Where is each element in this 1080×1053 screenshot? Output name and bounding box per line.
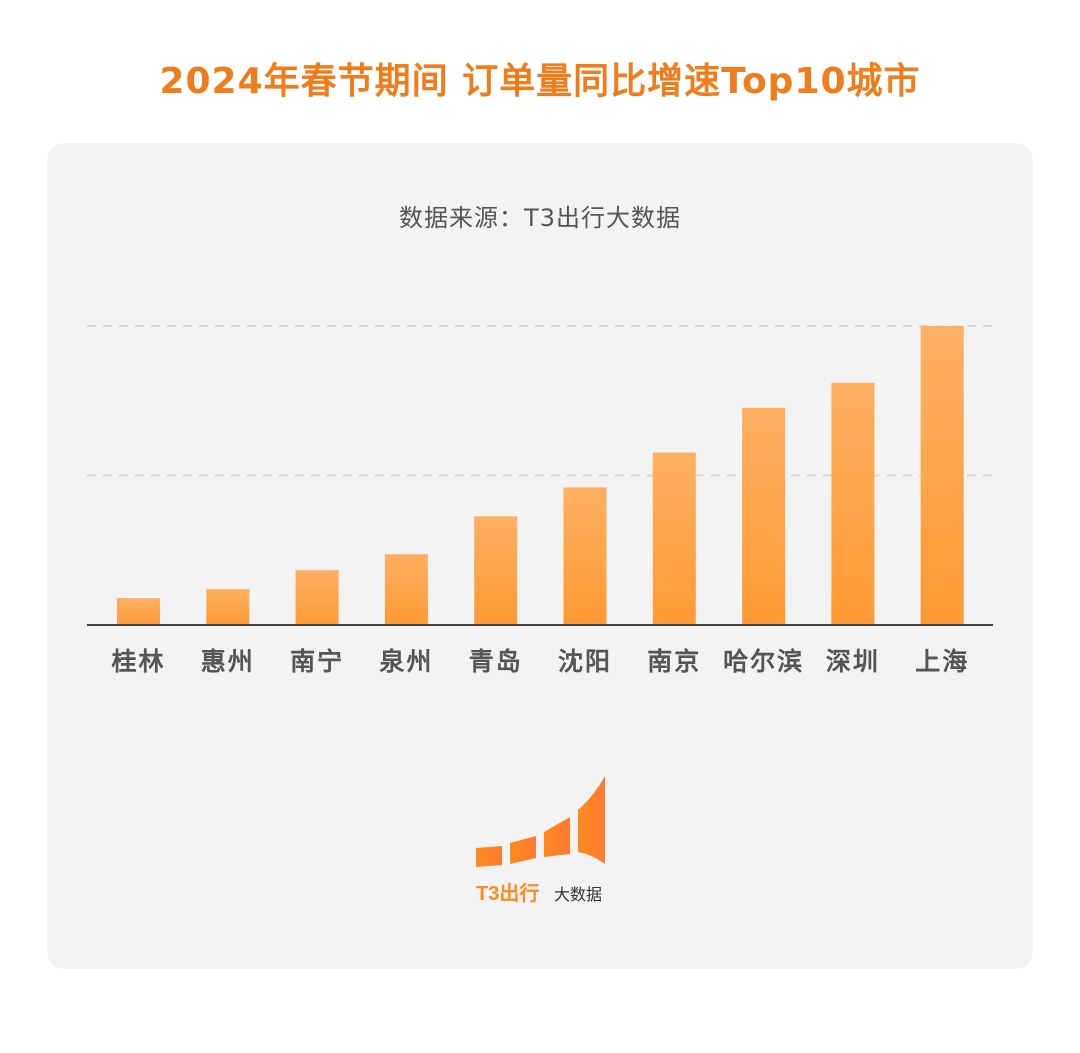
bar	[742, 407, 786, 625]
logo-mark-segment	[578, 776, 605, 864]
x-tick-label: 青岛	[469, 647, 523, 676]
logo-text-main: T3出行	[476, 881, 539, 905]
x-tick-label: 哈尔滨	[723, 647, 804, 676]
bar	[295, 570, 339, 625]
x-tick-label: 桂林	[111, 647, 165, 676]
bar	[652, 452, 696, 625]
bar	[831, 382, 875, 625]
t3-bigdata-logo: T3出行 大数据	[476, 776, 605, 905]
logo-mark-segment	[544, 817, 570, 857]
x-tick-label: 上海	[915, 647, 969, 676]
bar	[117, 598, 160, 625]
bar	[474, 516, 518, 625]
bar	[563, 487, 607, 625]
bar	[206, 589, 250, 625]
chart-title: 2024年春节期间 订单量同比增速Top10城市	[159, 61, 921, 102]
logo-mark-segment	[510, 836, 536, 864]
bar	[920, 326, 964, 625]
logo-text-sub: 大数据	[554, 885, 602, 904]
x-tick-label: 沈阳	[558, 647, 612, 676]
x-tick-label: 南宁	[290, 647, 344, 676]
x-tick-label: 深圳	[826, 647, 880, 676]
logo-mark-segment	[476, 846, 502, 867]
x-tick-label: 泉州	[379, 647, 433, 676]
x-tick-label: 惠州	[201, 647, 255, 676]
data-source-note: 数据来源：T3出行大数据	[399, 204, 681, 232]
x-tick-label: 南京	[647, 647, 701, 676]
bar	[384, 554, 428, 625]
